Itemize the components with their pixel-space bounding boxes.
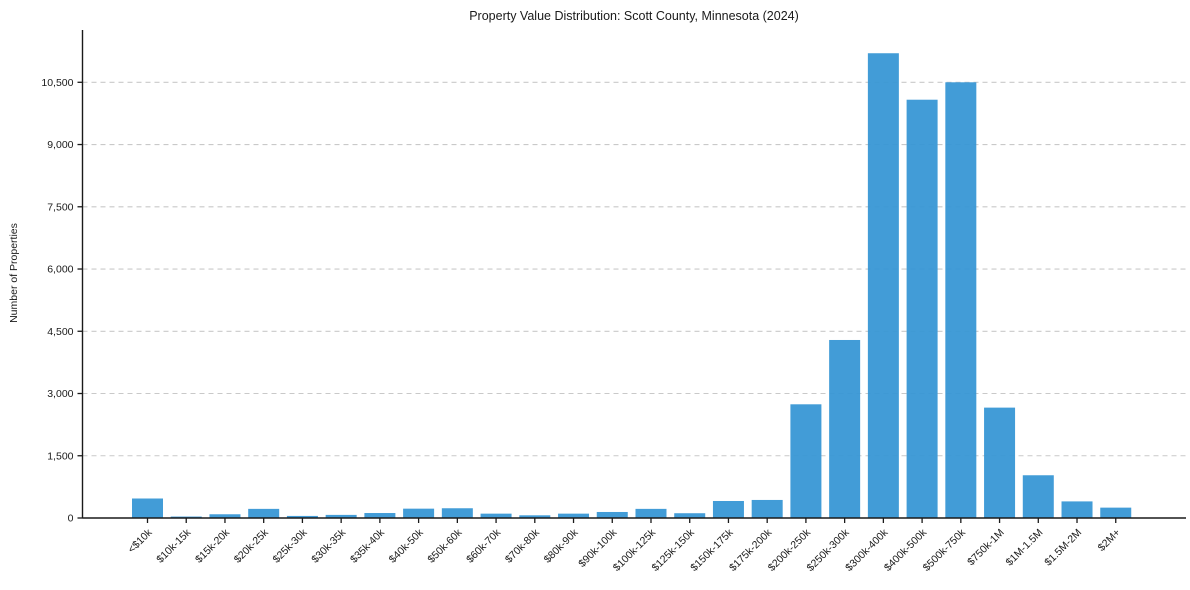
bar-$125k-150k <box>674 513 706 518</box>
y-tick-label: 4,500 <box>47 326 73 338</box>
bar-$20k-25k <box>248 508 280 518</box>
x-tick-label: $2M+ <box>1096 527 1123 554</box>
bar-$750k-1M <box>984 407 1016 518</box>
bar-$80k-90k <box>558 513 590 518</box>
x-tick-label: $25k-30k <box>271 526 311 566</box>
x-tick-label: $1.5M-2M <box>1042 527 1084 569</box>
x-tick-label: $750k-1M <box>965 527 1007 569</box>
bar-$40k-50k <box>403 508 435 518</box>
bar-$35k-40k <box>364 513 396 518</box>
x-tick-label: $50k-60k <box>425 526 465 566</box>
x-tick-label: $15k-20k <box>193 526 233 566</box>
bar-$30k-35k <box>325 514 357 518</box>
y-tick-label: 9,000 <box>47 139 73 151</box>
bar-$50k-60k <box>441 508 473 518</box>
y-tick-label: 6,000 <box>47 264 73 276</box>
y-tick-label: 3,000 <box>47 388 73 400</box>
bar-$15k-20k <box>209 514 241 518</box>
bar-$250k-300k <box>829 339 861 518</box>
x-tick-label: $1M-1.5M <box>1004 527 1046 569</box>
x-tick-label: $30k-35k <box>309 526 349 566</box>
x-tick-label: $40k-50k <box>387 526 427 566</box>
x-tick-label: $20k-25k <box>232 526 272 566</box>
bar-$25k-30k <box>286 515 318 518</box>
bar-$175k-200k <box>751 499 783 518</box>
bar-$2M+ <box>1100 507 1132 518</box>
bar-<$10k <box>132 498 163 518</box>
x-tick-label: <$10k <box>126 526 155 555</box>
x-tick-label: $500k-750k <box>921 526 969 574</box>
x-tick-label: $80k-90k <box>542 526 582 566</box>
bar-$500k-750k <box>945 82 977 518</box>
bar-$150k-175k <box>712 500 744 518</box>
x-tick-label: $10k-15k <box>154 526 194 566</box>
x-tick-label: $60k-70k <box>464 526 504 566</box>
y-tick-label: 10,500 <box>41 77 73 89</box>
y-tick-label: 0 <box>68 513 74 525</box>
bar-$1M-1.5M <box>1022 475 1054 518</box>
bar-$60k-70k <box>480 513 512 518</box>
y-tick-label: 7,500 <box>47 201 73 213</box>
bar-$1.5M-2M <box>1061 501 1093 518</box>
bar-$100k-125k <box>635 508 667 518</box>
y-axis-title: Number of Properties <box>8 223 20 323</box>
bar-$400k-500k <box>906 99 938 519</box>
bar-$300k-400k <box>867 53 899 519</box>
y-tick-label: 1,500 <box>47 450 73 462</box>
bar-$200k-250k <box>790 404 822 518</box>
chart-title: Property Value Distribution: Scott Count… <box>469 9 799 23</box>
bar-$70k-80k <box>519 515 551 518</box>
bar-$90k-100k <box>596 511 628 518</box>
x-tick-label: $35k-40k <box>348 526 388 566</box>
x-tick-label: $70k-80k <box>503 526 543 566</box>
